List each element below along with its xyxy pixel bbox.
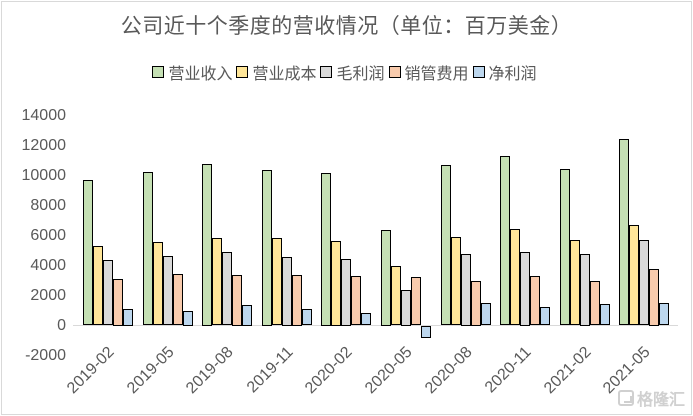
bar-2019-02-3 — [113, 279, 123, 326]
legend-item-gross-profit: 毛利润 — [320, 60, 385, 84]
bar-2019-02-2 — [103, 259, 113, 326]
bar-2019-08-3 — [232, 275, 243, 326]
bar-2020-08-3 — [470, 281, 481, 326]
chart-legend: 营业收入 营业成本 毛利润 销管费用 净利润 — [0, 60, 693, 84]
bar-2020-05-1 — [391, 265, 401, 326]
y-tick-label: 4000 — [30, 256, 66, 274]
bar-2020-11-4 — [540, 307, 551, 326]
y-tick-label: 12000 — [21, 136, 67, 154]
watermark-text: 格隆汇 — [636, 390, 685, 409]
bar-2019-08-4 — [242, 305, 253, 326]
x-axis-line — [73, 325, 678, 326]
bar-2019-02-0 — [83, 180, 93, 326]
bar-2021-05-2 — [639, 240, 650, 326]
bar-2020-05-0 — [381, 230, 391, 326]
bar-2020-11-2 — [520, 252, 531, 326]
bar-2021-02-2 — [579, 254, 590, 326]
bar-2021-05-0 — [619, 139, 630, 326]
y-tick-label: -2000 — [25, 346, 66, 364]
legend-item-sga: 销管费用 — [388, 60, 469, 84]
legend-label-sga: 销管费用 — [404, 64, 469, 83]
y-tick-label: 14000 — [21, 106, 67, 124]
watermark: 格隆汇 — [617, 386, 685, 410]
bar-2021-02-3 — [589, 280, 600, 326]
legend-label-cost: 营业成本 — [252, 64, 317, 83]
bar-2020-08-2 — [460, 254, 471, 326]
legend-swatch-net-profit — [472, 66, 485, 78]
y-tick-label: 2000 — [30, 286, 66, 304]
bar-2021-05-4 — [659, 303, 670, 326]
bar-2020-08-0 — [440, 165, 451, 326]
y-tick-label: 6000 — [30, 226, 66, 244]
bar-2019-11-3 — [291, 275, 302, 326]
bar-2019-05-1 — [152, 241, 163, 326]
bar-2021-02-0 — [559, 169, 570, 326]
bar-2020-05-3 — [411, 277, 421, 326]
bar-2020-08-4 — [480, 303, 491, 326]
bar-2021-02-4 — [599, 304, 610, 326]
legend-label-gross-profit: 毛利润 — [336, 64, 385, 83]
legend-item-net-profit: 净利润 — [472, 60, 537, 84]
bar-2019-08-0 — [202, 164, 213, 326]
y-tick-label: 8000 — [30, 196, 66, 214]
bar-2019-11-1 — [271, 238, 282, 326]
legend-label-net-profit: 净利润 — [488, 64, 537, 83]
bar-2019-08-2 — [222, 252, 233, 326]
legend-item-cost: 营业成本 — [236, 60, 316, 84]
bar-2020-11-3 — [530, 276, 541, 326]
bar-2021-02-1 — [569, 240, 580, 326]
bar-2020-08-1 — [450, 237, 461, 326]
bar-2019-11-0 — [261, 170, 272, 326]
bar-2019-11-4 — [301, 309, 312, 326]
legend-item-revenue: 营业收入 — [152, 60, 232, 84]
chart-title: 公司近十个季度的营收情况（单位：百万美金） — [120, 14, 573, 38]
legend-label-revenue: 营业收入 — [168, 64, 233, 83]
bar-2020-05-2 — [401, 290, 411, 326]
bar-2021-05-1 — [629, 225, 640, 326]
bar-2019-08-1 — [212, 238, 223, 326]
bar-2020-02-0 — [321, 173, 332, 326]
legend-swatch-gross-profit — [320, 66, 333, 78]
bar-2019-05-3 — [172, 274, 183, 326]
bar-2019-02-1 — [93, 246, 103, 326]
y-tick-label: 10000 — [21, 166, 67, 184]
legend-swatch-cost — [236, 66, 249, 78]
bar-2020-11-0 — [500, 156, 511, 326]
legend-swatch-sga — [388, 66, 401, 78]
bar-2021-05-3 — [649, 269, 660, 326]
bar-2020-02-1 — [331, 240, 342, 326]
bar-2020-02-3 — [351, 276, 362, 326]
bar-2020-05-4 — [421, 325, 431, 339]
legend-swatch-revenue — [152, 66, 165, 78]
bar-2019-02-4 — [123, 309, 133, 326]
bar-2020-02-2 — [341, 258, 352, 326]
bar-2019-11-2 — [281, 257, 292, 326]
bar-2019-05-4 — [182, 311, 193, 326]
bar-2020-11-1 — [510, 229, 521, 326]
bar-2020-02-4 — [361, 313, 372, 326]
bar-2019-05-2 — [162, 256, 173, 326]
gelonghui-logo-icon — [617, 390, 634, 406]
bar-2019-05-0 — [142, 172, 153, 326]
y-tick-label: 0 — [57, 316, 66, 334]
